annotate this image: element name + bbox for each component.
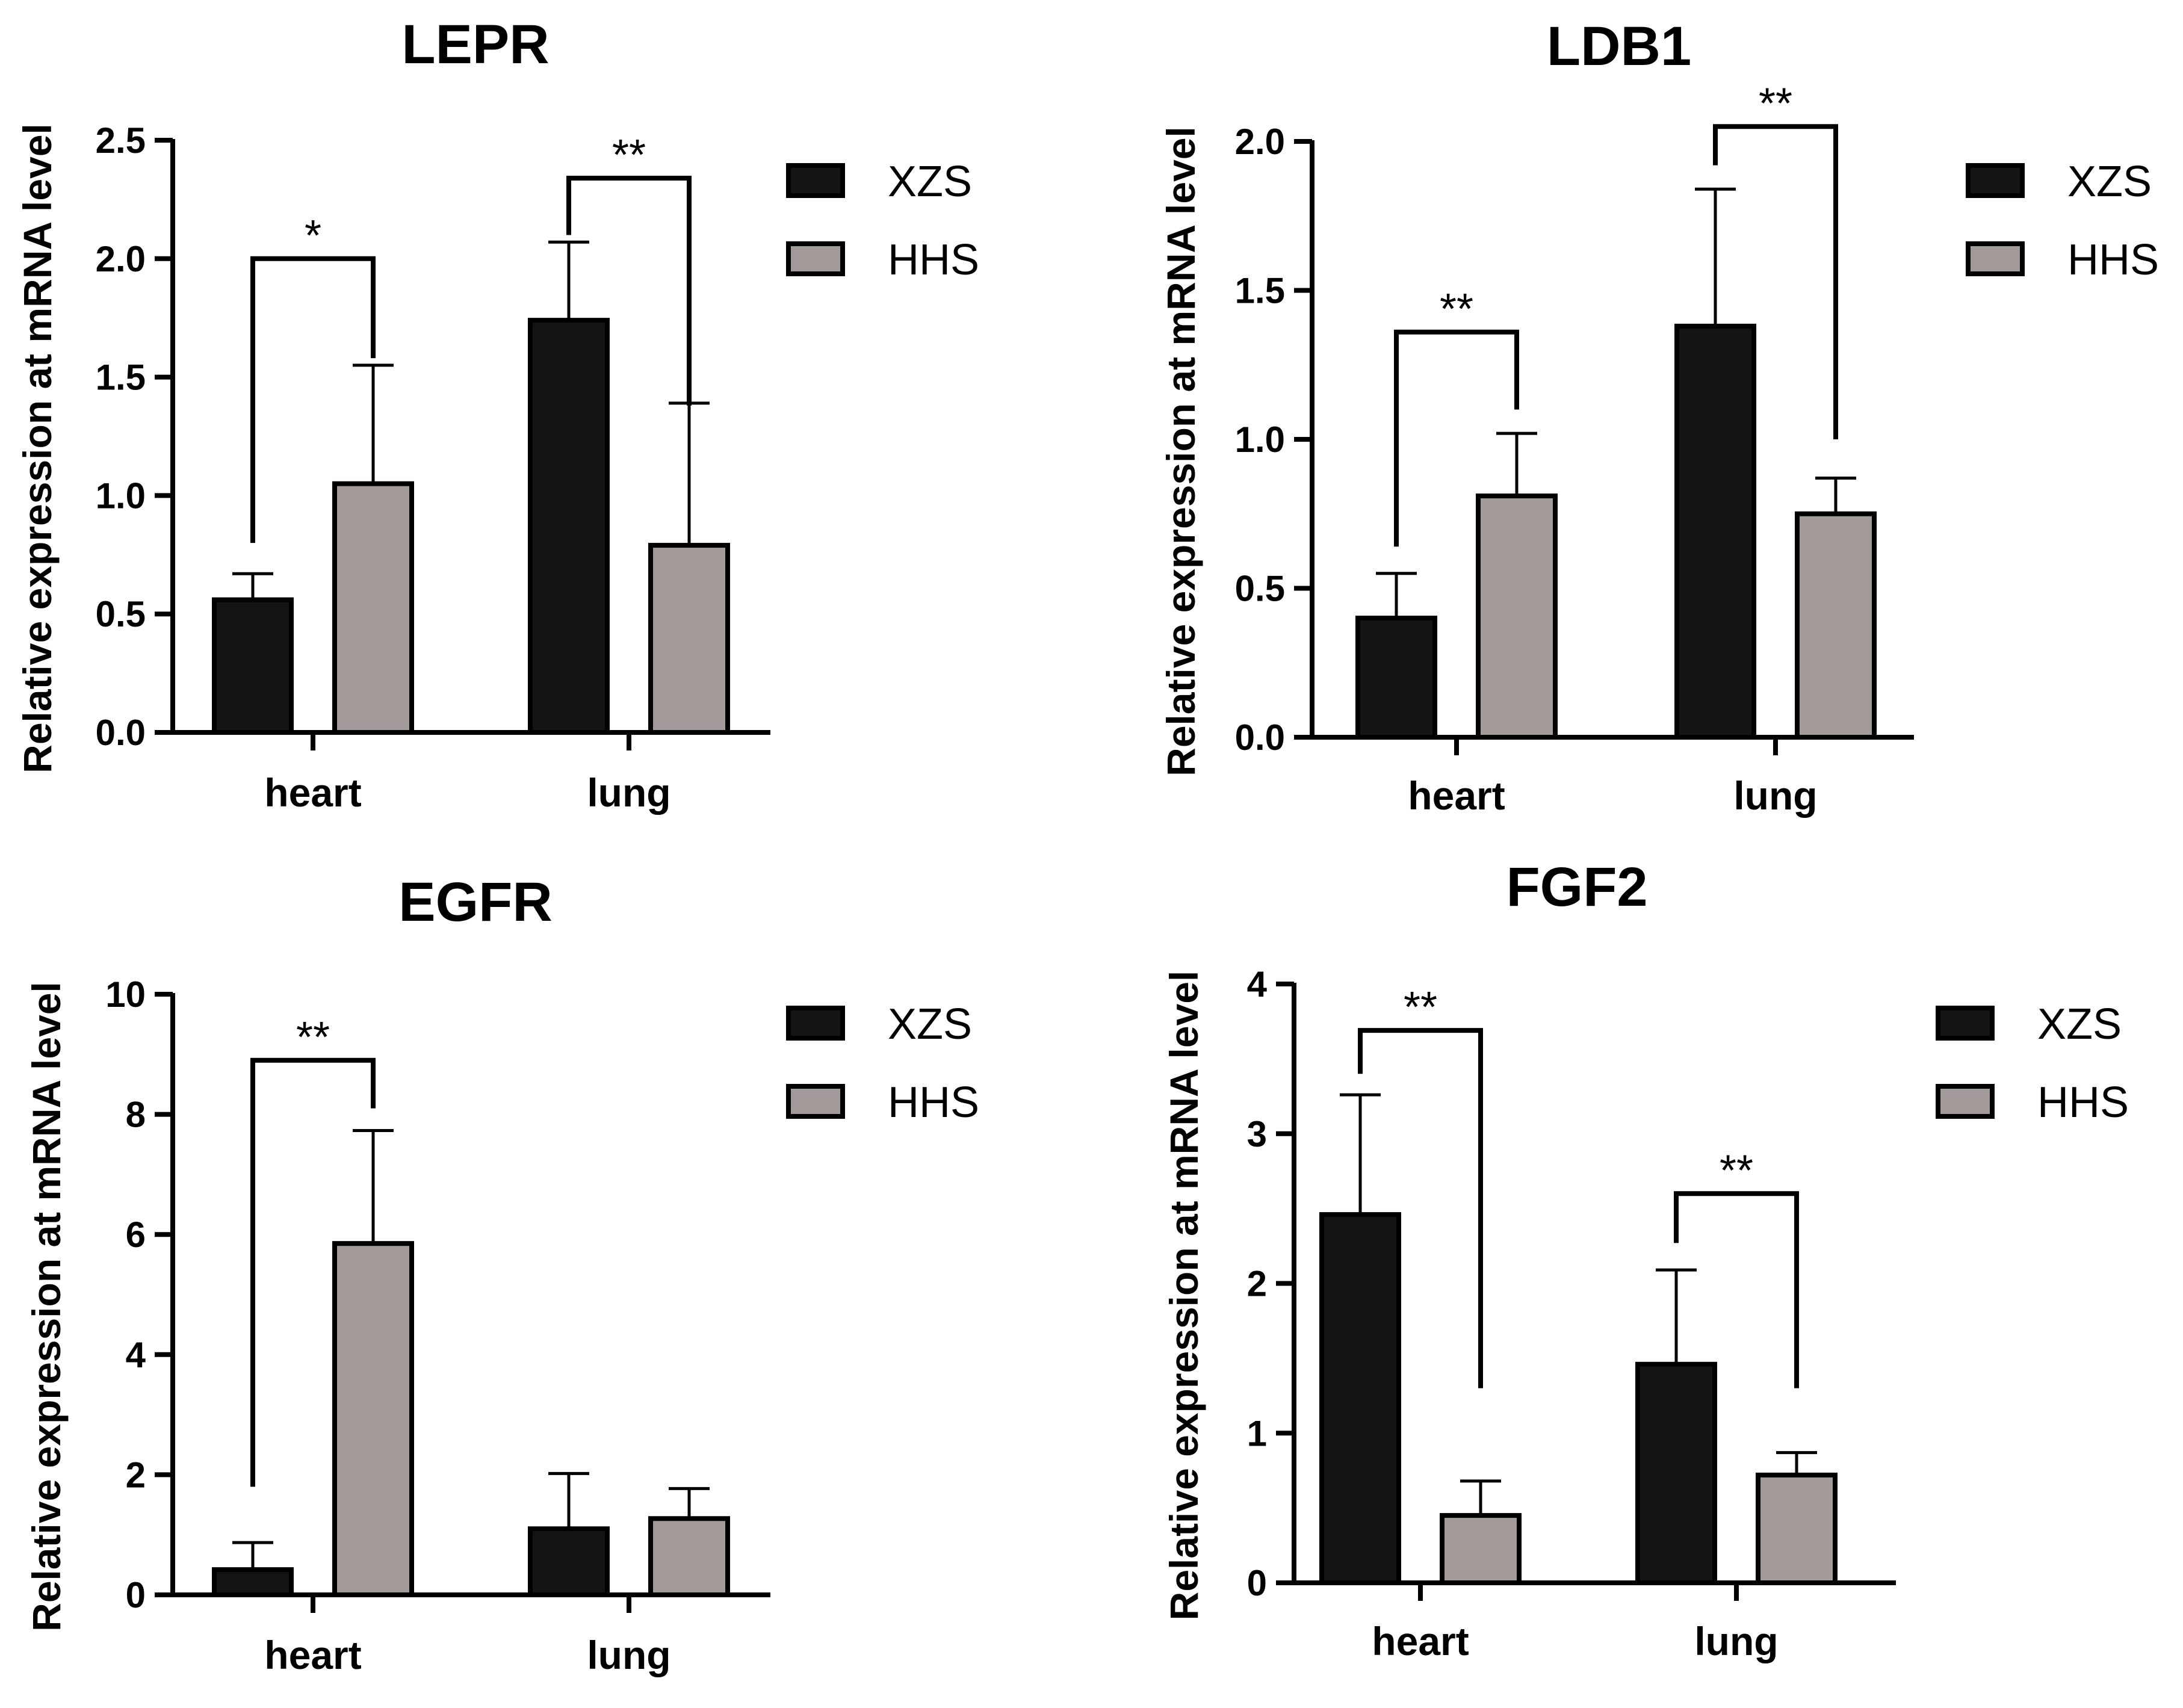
- y-tick-label: 2.0: [96, 239, 146, 279]
- significance-label: **: [1720, 1146, 1753, 1195]
- y-tick-label: 0: [1247, 1563, 1267, 1603]
- legend-swatch-hhs: [1936, 1084, 1995, 1119]
- bar-xzs-heart: [1319, 1212, 1401, 1585]
- significance-bracket: [1674, 1191, 1799, 1388]
- chart-panel-lepr: LEPR Relative expression at mRNA level 0.0…: [15, 14, 979, 815]
- bar-xzs-lung: [1674, 323, 1756, 740]
- legend-swatch-xzs: [1966, 163, 2025, 198]
- x-tick-label-lung: lung: [587, 1633, 670, 1677]
- chart-title: LEPR: [401, 14, 549, 75]
- bar-xzs-lung: [1635, 1361, 1717, 1585]
- legend-label-hhs: HHS: [888, 236, 979, 284]
- significance-bracket: [250, 256, 376, 543]
- legend-label-hhs: HHS: [888, 1078, 979, 1127]
- y-tick-label: 4: [1247, 964, 1268, 1004]
- y-axis-label: Relative expression at mRNA level: [1162, 971, 1206, 1621]
- bar-hhs-heart: [1476, 494, 1558, 740]
- legend-swatch-xzs: [786, 163, 845, 198]
- x-tick-label-lung: lung: [1733, 773, 1817, 818]
- significance-bracket: [566, 175, 692, 406]
- bar-xzs-lung: [528, 1526, 610, 1597]
- significance-label: **: [612, 131, 646, 179]
- y-tick-label: 3: [1247, 1114, 1267, 1154]
- y-tick-label: 2.5: [96, 120, 146, 161]
- y-tick-label: 0.0: [96, 713, 146, 753]
- y-tick-label: 0.5: [1235, 569, 1285, 609]
- x-tick-label-heart: heart: [264, 1633, 361, 1677]
- y-tick-label: 4: [126, 1335, 146, 1375]
- x-tick-label-lung: lung: [587, 770, 670, 815]
- significance-bracket: [250, 1057, 376, 1487]
- y-axis-label: Relative expression at mRNA level: [24, 982, 69, 1632]
- legend-label-xzs: XZS: [888, 158, 972, 206]
- significance-label: **: [296, 1013, 330, 1062]
- y-axis-label: Relative expression at mRNA level: [15, 123, 60, 773]
- chart-title: LDB1: [1547, 16, 1691, 77]
- significance-label: **: [1440, 285, 1473, 333]
- legend-swatch-xzs: [1936, 1006, 1995, 1041]
- y-tick-label: 6: [126, 1214, 146, 1255]
- y-tick-label: 2: [126, 1455, 146, 1495]
- y-tick-label: 0.5: [96, 594, 146, 634]
- significance-label: *: [305, 212, 321, 260]
- legend-label-hhs: HHS: [2037, 1078, 2129, 1127]
- y-tick-label: 1.0: [1235, 419, 1285, 460]
- legend-label-xzs: XZS: [888, 1000, 972, 1048]
- chart-panel-egfr: EGFR Relative expression at mRNA level 0 2 4…: [24, 871, 979, 1677]
- bar-hhs-lung: [1756, 1472, 1838, 1585]
- bar-hhs-heart: [332, 1241, 414, 1597]
- y-tick-label: 1: [1247, 1413, 1267, 1453]
- bar-hhs-lung: [648, 1516, 730, 1597]
- y-tick-label: 0: [126, 1575, 146, 1615]
- y-tick-label: 2: [1247, 1264, 1267, 1304]
- y-tick-label: 1.5: [96, 357, 146, 398]
- chart-panel-ldb1: LDB1 Relative expression at mRNA level 0.0…: [1159, 16, 2159, 818]
- bar-xzs-lung: [528, 318, 610, 735]
- legend-label-xzs: XZS: [2037, 1000, 2122, 1048]
- legend-label-xzs: XZS: [2067, 158, 2152, 206]
- x-tick-label-heart: heart: [1372, 1619, 1469, 1663]
- chart-title: FGF2: [1506, 856, 1647, 918]
- chart-title: EGFR: [398, 871, 553, 933]
- y-tick-label: 10: [105, 974, 146, 1015]
- legend-label-hhs: HHS: [2067, 236, 2159, 284]
- bar-hhs-lung: [648, 543, 730, 735]
- bar-hhs-heart: [1440, 1513, 1522, 1585]
- bar-xzs-heart: [212, 1567, 294, 1597]
- legend-swatch-hhs: [786, 1084, 845, 1119]
- legend-swatch-xzs: [786, 1006, 845, 1041]
- y-tick-label: 1.0: [96, 475, 146, 516]
- significance-label: **: [1759, 79, 1792, 128]
- bar-xzs-heart: [1355, 616, 1437, 740]
- significance-label: **: [1404, 983, 1437, 1032]
- chart-panel-fgf2: FGF2 Relative expression at mRNA level 0 1 2…: [1162, 856, 2129, 1663]
- legend-swatch-hhs: [786, 241, 845, 276]
- y-tick-label: 1.5: [1235, 271, 1285, 311]
- significance-bracket: [1394, 329, 1519, 547]
- x-tick-label-heart: heart: [264, 770, 361, 815]
- x-tick-label-heart: heart: [1408, 773, 1505, 818]
- y-axis-label: Relative expression at mRNA level: [1159, 126, 1203, 776]
- significance-bracket: [1713, 124, 1838, 439]
- y-tick-label: 8: [126, 1095, 146, 1135]
- bar-hhs-lung: [1795, 511, 1877, 740]
- bar-xzs-heart: [212, 597, 294, 735]
- x-tick-label-lung: lung: [1694, 1619, 1778, 1663]
- y-tick-label: 0.0: [1235, 717, 1285, 758]
- legend-swatch-hhs: [1966, 241, 2025, 276]
- bar-hhs-heart: [332, 481, 414, 735]
- y-tick-label: 2.0: [1235, 122, 1285, 162]
- significance-bracket: [1358, 1028, 1483, 1388]
